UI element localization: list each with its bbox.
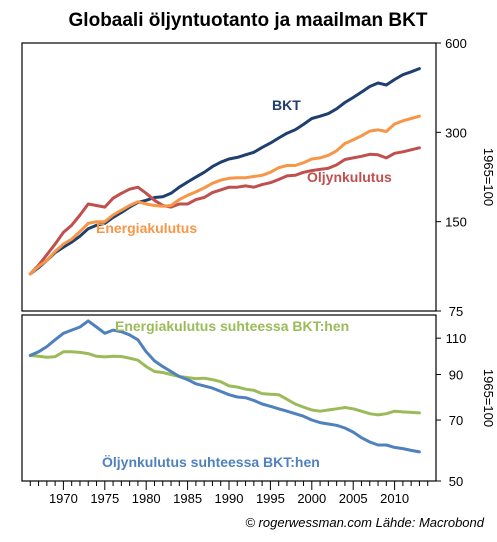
top-y-tick-label: 600 [445,36,467,51]
bottom-series-line-1 [28,319,421,454]
bottom-y-tick-label: 50 [449,474,463,489]
top-y-axis: 75 150 300 600 [436,36,467,319]
bottom-y-tick-label: 90 [449,368,463,383]
x-tick-label: 1990 [215,491,244,506]
x-tick-label: 2010 [380,491,409,506]
x-tick-label: 1970 [49,491,78,506]
top-y-tick-label: 150 [445,215,467,230]
top-y-axis-label: 1965=100 [481,148,496,206]
x-axis: 1970 1975 1980 1985 1990 1995 2000 2005 2010 [29,481,429,506]
bottom-y-tick-label: 110 [446,331,467,346]
top-series-line-2 [28,114,421,276]
label-energia-suhde: Energiakulutus suhteessa BKT:hen [115,318,349,334]
chart-title: Globaali öljyntuotanto ja maailman BKT [69,10,428,31]
label-bkt: BKT [272,97,301,113]
bottom-series-lines [28,319,421,454]
bottom-series-line-0 [28,350,421,417]
x-tick-label: 1995 [256,491,285,506]
bottom-panel-frame [21,314,437,482]
top-series-lines [28,67,421,276]
top-series-line-1 [28,146,421,276]
credit-text: © rogerwessman.com Lähde: Macrobond [245,515,484,530]
top-series-line-0 [28,67,421,276]
label-oljy-suhde: Öljynkulutus suhteessa BKT:hen [102,454,320,470]
x-tick-label: 1975 [90,491,119,506]
label-energiakulutus: Energiakulutus [96,220,197,236]
bottom-y-axis: 50 70 90 110 [436,331,466,489]
x-tick-label: 1980 [132,491,161,506]
bottom-y-axis-label: 1965=100 [481,369,496,427]
label-oljynkulutus: Öljynkulutus [307,169,392,185]
bottom-y-tick-label: 70 [449,413,463,428]
top-y-tick-label: 300 [445,125,467,140]
x-tick-label: 1985 [173,491,202,506]
x-tick-label: 2005 [339,491,368,506]
top-y-tick-label: 75 [449,304,463,319]
x-tick-label: 2000 [297,491,326,506]
